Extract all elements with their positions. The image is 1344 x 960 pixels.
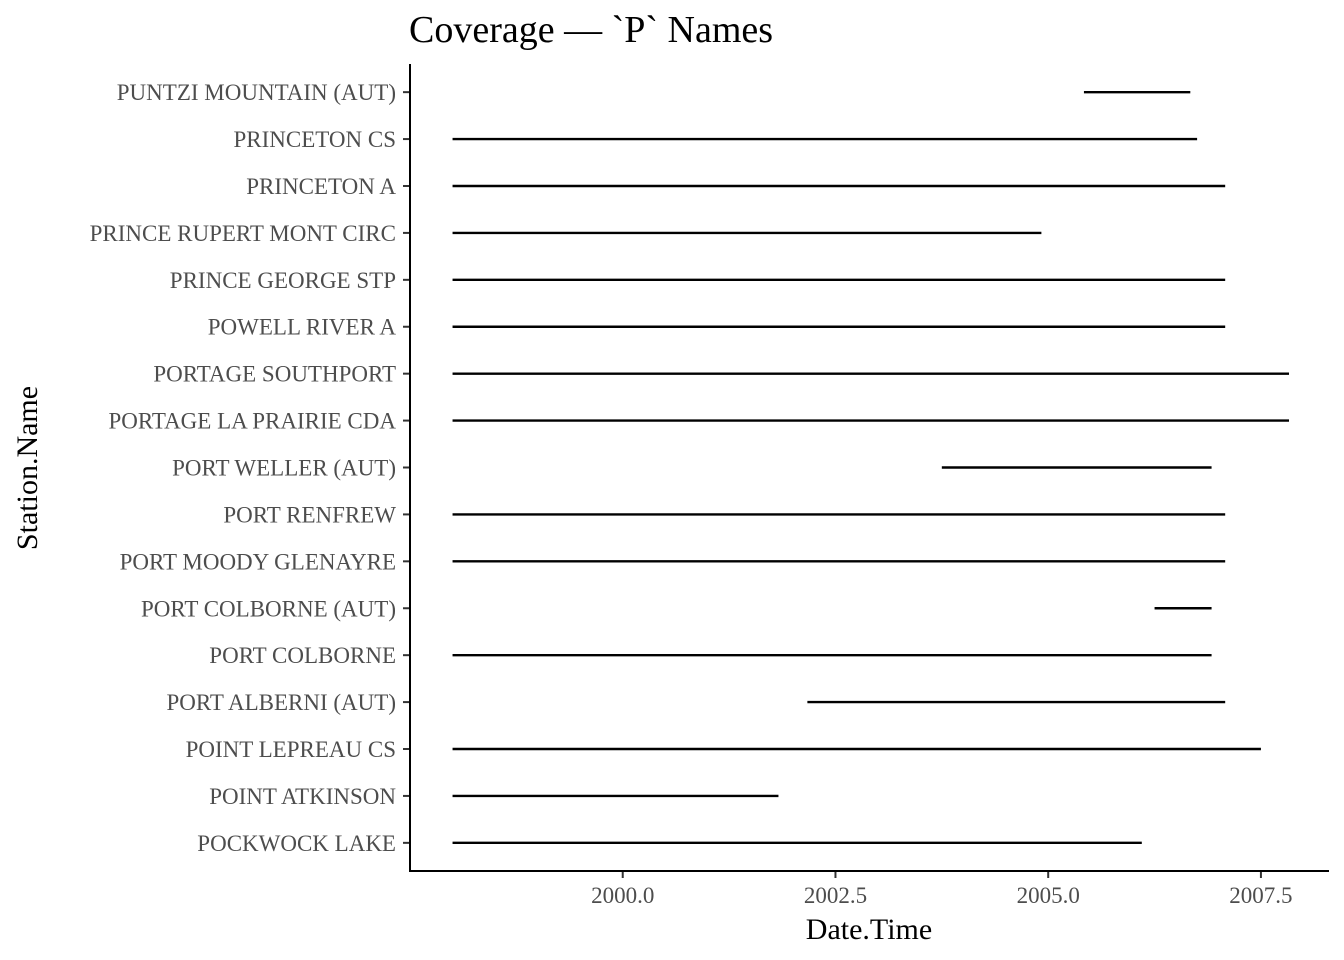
y-tick-label: POCKWOCK LAKE [197, 831, 396, 856]
y-tick-label: PORTAGE LA PRAIRIE CDA [109, 409, 397, 434]
y-tick-label: PUNTZI MOUNTAIN (AUT) [117, 80, 396, 105]
y-tick-label: PORT RENFREW [223, 502, 396, 527]
x-axis-ticks: 2000.0 2002.5 2005.0 2007.5 [591, 871, 1293, 908]
y-axis-ticks: POCKWOCK LAKE POINT ATKINSON POINT LEPREAU… [90, 80, 410, 856]
y-tick-label: POWELL RIVER A [208, 315, 397, 340]
y-tick-label: PORTAGE SOUTHPORT [153, 362, 396, 387]
y-tick-label: PRINCE GEORGE STP [170, 268, 396, 293]
y-tick-label: PORT COLBORNE (AUT) [141, 596, 396, 621]
y-tick-label: PORT ALBERNI (AUT) [167, 690, 396, 715]
chart-title: Coverage — `P` Names [409, 9, 773, 51]
y-tick-label: POINT LEPREAU CS [186, 737, 396, 762]
segments-layer [452, 90, 1290, 845]
y-tick-label: POINT ATKINSON [209, 784, 396, 809]
y-tick-label: PORT WELLER (AUT) [172, 456, 396, 481]
y-tick-label: PORT MOODY GLENAYRE [120, 549, 396, 574]
x-tick-label: 2000.0 [591, 883, 654, 908]
y-tick-label: PRINCETON CS [233, 127, 396, 152]
y-tick-label: PORT COLBORNE [209, 643, 396, 668]
x-axis-title: Date.Time [806, 913, 932, 946]
y-axis-title: Station.Name [11, 386, 44, 550]
x-tick-label: 2002.5 [804, 883, 867, 908]
y-tick-label: PRINCETON A [246, 174, 396, 199]
x-tick-label: 2007.5 [1229, 883, 1292, 908]
x-tick-label: 2005.0 [1017, 883, 1080, 908]
y-tick-label: PRINCE RUPERT MONT CIRC [90, 221, 396, 246]
